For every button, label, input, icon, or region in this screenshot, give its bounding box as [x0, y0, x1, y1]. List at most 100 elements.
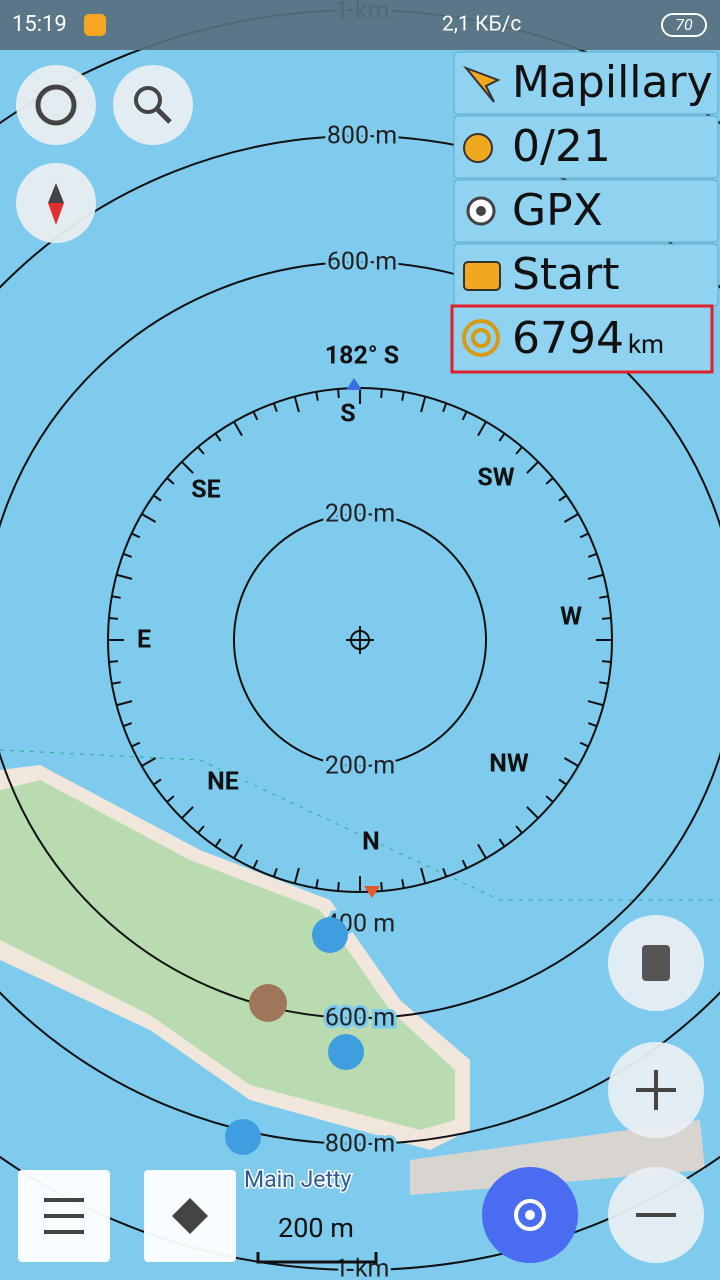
- widget-panel: Mapillary 0/21 GPX Start 6794 km: [450, 51, 719, 374]
- widget-label: Start: [512, 249, 620, 300]
- gpx-icon: [476, 206, 486, 216]
- poi-ferry[interactable]: [225, 1119, 261, 1155]
- search-icon: [134, 86, 162, 114]
- globe-icon: [35, 84, 77, 126]
- search-icon: [155, 107, 172, 124]
- target-icon: [462, 319, 500, 357]
- compass-tick: [588, 552, 598, 558]
- direction: E: [137, 626, 151, 655]
- widget-highlighted[interactable]: [450, 304, 714, 374]
- compass-tick: [401, 391, 405, 401]
- compass-tick: [515, 825, 523, 834]
- compass-tick: [197, 825, 205, 834]
- compass-tick: [111, 681, 121, 685]
- compass-tick: [315, 391, 319, 401]
- poi-anchor[interactable]: [312, 917, 348, 953]
- compass-tick: [337, 388, 340, 399]
- compass-tick: [131, 741, 141, 748]
- compass-tick: [563, 757, 579, 767]
- compass-tick: [420, 396, 427, 413]
- compass-ticks: [108, 388, 612, 892]
- center-cross: [346, 626, 374, 654]
- location-icon: [525, 1210, 535, 1220]
- icons: [44, 1070, 676, 1234]
- widget[interactable]: [453, 115, 719, 179]
- app-icon: [84, 14, 106, 36]
- ring-label: 1 km: [335, 1255, 390, 1280]
- compass-tick: [141, 757, 157, 767]
- compass-tick: [315, 879, 319, 889]
- compass-tick: [420, 867, 427, 884]
- compass-tick: [108, 660, 119, 663]
- target-icon: [471, 328, 491, 348]
- compass-tick: [601, 660, 612, 663]
- compass-tick: [181, 806, 194, 819]
- compass-tick: [587, 700, 604, 707]
- widget-label: GPX: [512, 185, 603, 236]
- gesture-icon: [642, 945, 670, 981]
- ring-label: 600 m: [325, 1004, 395, 1033]
- compass-tick: [477, 843, 487, 859]
- ring-label: 200 m: [325, 500, 395, 529]
- compass-icon: [48, 183, 64, 203]
- compass-tick: [477, 421, 487, 437]
- compass-tick: [558, 778, 567, 786]
- compass-tick: [252, 859, 259, 869]
- compass-tick: [498, 838, 506, 847]
- place-label: Main Jetty: [244, 1166, 352, 1193]
- poi-beach[interactable]: [249, 984, 287, 1022]
- direction: SW: [477, 464, 514, 493]
- compass-tick: [526, 461, 539, 474]
- compass-tick: [272, 402, 278, 412]
- compass-tick: [153, 778, 162, 786]
- compass-tick: [108, 617, 119, 620]
- widget[interactable]: [453, 51, 719, 115]
- heading-marker: [346, 378, 362, 390]
- compass-tick: [122, 722, 132, 728]
- status-speed: 2,1 КБ/с: [442, 13, 521, 37]
- compass-tick: [579, 741, 589, 748]
- compass-tick: [122, 552, 132, 558]
- compass-tick: [293, 396, 300, 413]
- search-button[interactable]: [113, 65, 193, 145]
- layers-button[interactable]: [16, 65, 96, 145]
- reef-edge: [0, 749, 720, 901]
- battery-level: 70: [675, 15, 693, 34]
- compass-tick: [166, 795, 175, 803]
- direction: S: [340, 400, 355, 429]
- compass-tick: [563, 513, 579, 523]
- widget-value: 6794: [512, 313, 624, 364]
- compass-tick: [116, 700, 133, 707]
- compass-tick: [599, 595, 609, 599]
- compass-tick: [401, 879, 405, 889]
- compass-tick: [545, 477, 554, 485]
- poi-hotel[interactable]: [328, 1034, 364, 1070]
- battery: [661, 13, 707, 37]
- compass-tick: [601, 617, 612, 620]
- compass-tick: [461, 859, 468, 869]
- compass-tick: [558, 494, 567, 502]
- compass-tick: [131, 532, 141, 539]
- compass-tick: [214, 838, 222, 847]
- compass-tick: [526, 806, 539, 819]
- compass-tick: [442, 868, 448, 878]
- compass-tick: [166, 477, 175, 485]
- compass-tick: [588, 722, 598, 728]
- mapillary-icon: [462, 65, 501, 103]
- direction: N: [362, 828, 380, 857]
- ring-label: 800 m: [325, 1130, 395, 1159]
- compass-tick: [587, 573, 604, 580]
- compass-tick: [337, 881, 340, 892]
- compass-tick: [252, 411, 259, 421]
- ring-label: 800 m: [327, 122, 397, 151]
- compass-tick: [498, 433, 506, 442]
- compass-tick: [233, 843, 243, 859]
- directions-icon: [172, 1198, 208, 1234]
- compass-tick: [197, 446, 205, 455]
- direction: SE: [191, 476, 220, 505]
- compass-tick: [579, 532, 589, 539]
- scale-bar: [256, 1252, 378, 1264]
- widget[interactable]: [453, 179, 719, 243]
